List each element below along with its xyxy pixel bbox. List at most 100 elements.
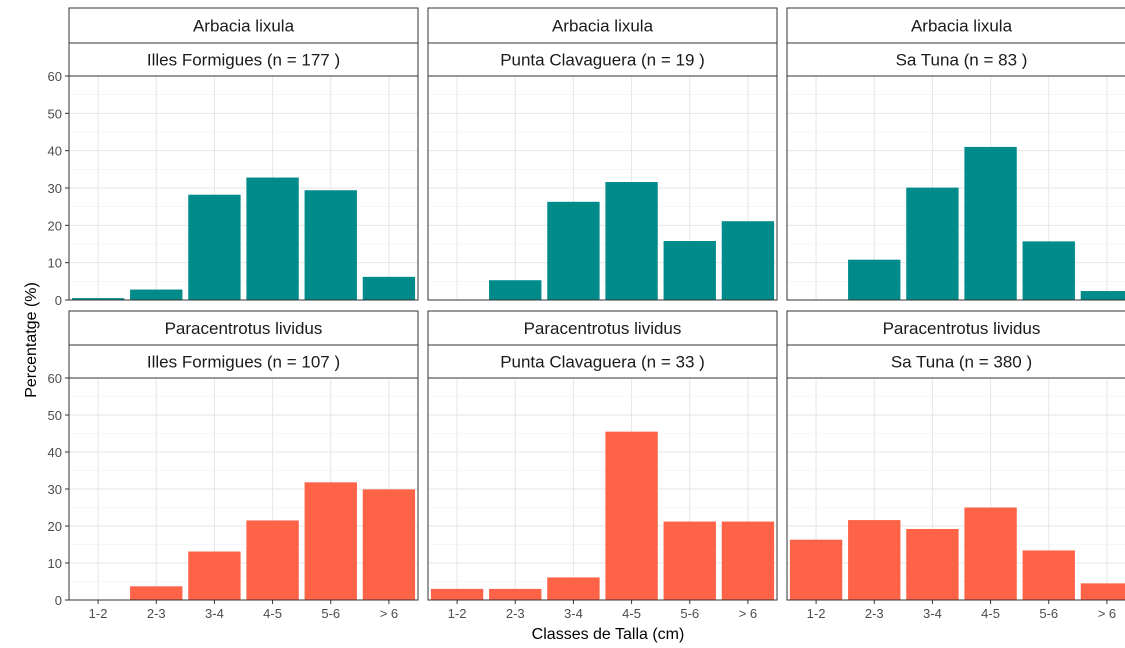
x-tick-label: 3-4 xyxy=(205,606,224,621)
y-tick-label: 0 xyxy=(55,593,62,608)
species-label: Arbacia lixula xyxy=(911,17,1013,36)
bar xyxy=(304,190,357,300)
site-label: Sa Tuna (n = 380 ) xyxy=(891,353,1032,372)
bar xyxy=(188,194,241,300)
bar xyxy=(1022,550,1075,600)
site-label: Sa Tuna (n = 83 ) xyxy=(896,51,1028,70)
panel-border xyxy=(786,377,1125,601)
panel-2: Arbacia lixula Punta Clavaguera (n = 19 ) xyxy=(427,7,778,301)
site-label: Punta Clavaguera (n = 19 ) xyxy=(500,51,705,70)
bar xyxy=(304,482,357,600)
bar xyxy=(1022,241,1075,300)
bar xyxy=(430,588,484,600)
site-strip xyxy=(68,42,419,77)
species-strip xyxy=(68,310,419,346)
species-strip xyxy=(427,310,778,346)
y-tick-label: 60 xyxy=(48,69,62,84)
x-tick-label: 4-5 xyxy=(622,606,641,621)
bar xyxy=(605,431,658,600)
species-strip xyxy=(68,7,419,44)
bar xyxy=(362,276,416,300)
y-tick-label: 40 xyxy=(48,445,62,460)
x-tick-label: 4-5 xyxy=(263,606,282,621)
bar xyxy=(964,507,1017,600)
bar xyxy=(721,221,775,300)
bar xyxy=(906,528,959,600)
species-label: Paracentrotus lividus xyxy=(524,319,682,338)
bar xyxy=(130,289,183,300)
bar xyxy=(547,577,600,600)
site-label: Illes Formigues (n = 177 ) xyxy=(147,51,340,70)
panel-border xyxy=(427,75,778,301)
x-tick-label: 2-3 xyxy=(147,606,166,621)
y-tick-label: 0 xyxy=(55,293,62,308)
bar xyxy=(789,539,843,600)
bar xyxy=(246,520,299,600)
x-tick-label: 5-6 xyxy=(680,606,699,621)
bar xyxy=(964,146,1017,300)
bar xyxy=(489,280,542,300)
bar xyxy=(663,241,716,300)
y-tick-label: 50 xyxy=(48,106,62,121)
x-tick-label: 1-2 xyxy=(448,606,467,621)
y-tick-label: 60 xyxy=(48,371,62,386)
bar xyxy=(362,489,416,600)
panel-6: Paracentrotus lividus Sa Tuna (n = 380 ) 1… xyxy=(786,310,1125,621)
y-tick-label: 20 xyxy=(48,519,62,534)
x-tick-label: 3-4 xyxy=(923,606,942,621)
species-label: Arbacia lixula xyxy=(552,17,654,36)
bar xyxy=(71,298,125,300)
site-strip xyxy=(427,344,778,379)
bar xyxy=(906,187,959,300)
species-label: Paracentrotus lividus xyxy=(883,319,1041,338)
species-label: Arbacia lixula xyxy=(193,17,295,36)
y-tick-label: 10 xyxy=(48,256,62,271)
x-tick-label: 1-2 xyxy=(807,606,826,621)
bar xyxy=(547,201,600,300)
bar xyxy=(188,551,241,600)
x-tick-label: 4-5 xyxy=(981,606,1000,621)
y-tick-label: 10 xyxy=(48,556,62,571)
bar xyxy=(848,520,901,600)
x-axis-title: Classes de Talla (cm) xyxy=(531,626,685,643)
y-axis-title: Percentatge (%) xyxy=(23,282,40,398)
site-strip xyxy=(68,344,419,379)
panel-5: Paracentrotus lividus Punta Clavaguera (n… xyxy=(427,310,778,621)
panel-border xyxy=(427,377,778,601)
site-label: Illes Formigues (n = 107 ) xyxy=(147,353,340,372)
bar xyxy=(1080,583,1125,600)
panel-3: Arbacia lixula Sa Tuna (n = 83 ) xyxy=(786,7,1125,301)
bar xyxy=(663,521,716,600)
bar xyxy=(605,182,658,300)
y-tick-label: 50 xyxy=(48,408,62,423)
x-tick-label: 2-3 xyxy=(865,606,884,621)
site-strip xyxy=(786,42,1125,77)
panel-4: Paracentrotus lividus Illes Formigues (n … xyxy=(48,310,419,621)
bar xyxy=(848,259,901,300)
site-strip xyxy=(786,344,1125,379)
x-tick-label: 1-2 xyxy=(89,606,108,621)
y-tick-label: 30 xyxy=(48,181,62,196)
panel-1: Arbacia lixula Illes Formigues (n = 177 )… xyxy=(48,7,419,308)
x-tick-label: > 6 xyxy=(380,606,398,621)
species-strip xyxy=(427,7,778,44)
x-tick-label: 3-4 xyxy=(564,606,583,621)
x-tick-label: 5-6 xyxy=(321,606,340,621)
x-tick-label: > 6 xyxy=(1098,606,1116,621)
y-tick-label: 30 xyxy=(48,482,62,497)
x-tick-label: 5-6 xyxy=(1039,606,1058,621)
bar xyxy=(721,521,775,600)
x-tick-label: 2-3 xyxy=(506,606,525,621)
y-tick-label: 20 xyxy=(48,218,62,233)
species-strip xyxy=(786,7,1125,44)
y-tick-label: 40 xyxy=(48,144,62,159)
species-label: Paracentrotus lividus xyxy=(165,319,323,338)
panel-border xyxy=(786,75,1125,301)
site-label: Punta Clavaguera (n = 33 ) xyxy=(500,353,705,372)
x-tick-label: > 6 xyxy=(739,606,757,621)
bar xyxy=(246,177,299,300)
bar xyxy=(130,586,183,600)
bar xyxy=(489,588,542,600)
